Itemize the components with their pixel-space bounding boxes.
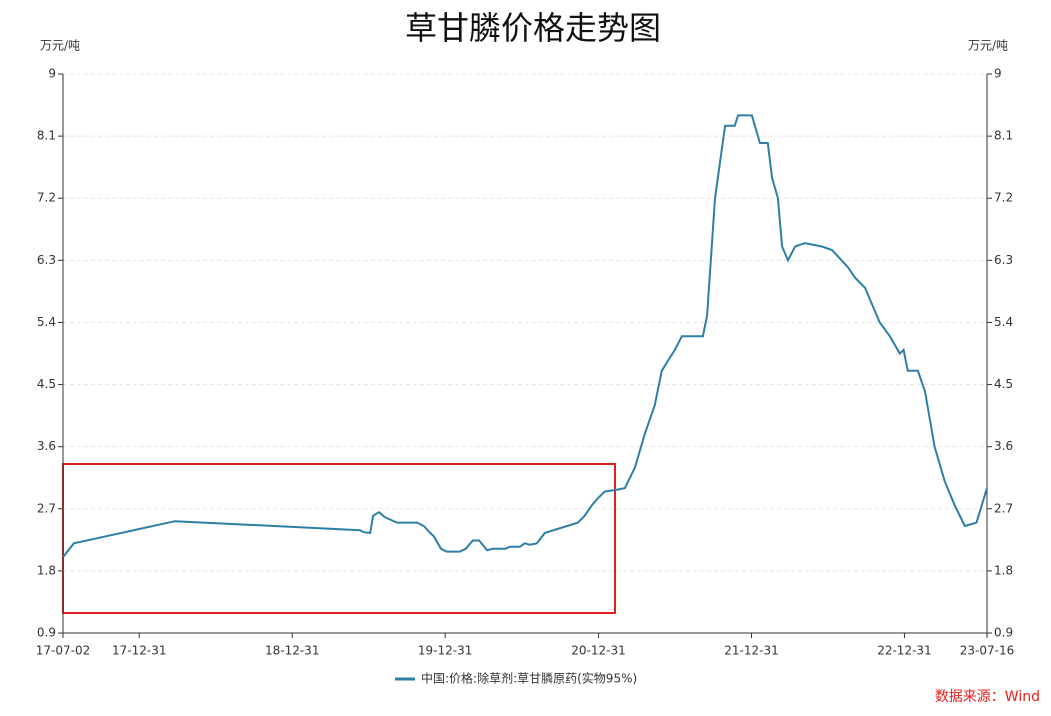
y2-axis-label: 万元/吨 bbox=[968, 39, 1008, 53]
y2-tick-label: 6.3 bbox=[994, 253, 1013, 267]
y-axis-label: 万元/吨 bbox=[40, 39, 80, 53]
y-tick-label: 9 bbox=[48, 67, 56, 81]
y-tick-label: 4.5 bbox=[37, 377, 56, 391]
y-tick-label: 6.3 bbox=[37, 253, 56, 267]
data-line bbox=[62, 114, 988, 558]
y2-tick-label: 0.9 bbox=[994, 626, 1013, 640]
y2-tick-label: 3.6 bbox=[994, 439, 1013, 453]
y2-tick-label: 4.5 bbox=[994, 377, 1013, 391]
x-tick-label: 18-12-31 bbox=[265, 644, 319, 658]
legend-label: 中国:价格:除草剂:草甘膦原药(实物95%) bbox=[421, 671, 637, 686]
x-tick-label: 17-12-31 bbox=[112, 644, 166, 658]
y2-tick-label: 7.2 bbox=[994, 191, 1013, 205]
y2-tick-label: 8.1 bbox=[994, 129, 1013, 143]
y-tick-label: 0.9 bbox=[37, 626, 56, 640]
y-tick-label: 5.4 bbox=[37, 315, 56, 329]
x-tick-label: 21-12-31 bbox=[724, 644, 778, 658]
x-tick-label: 17-07-02 bbox=[36, 644, 90, 658]
y2-tick-label: 5.4 bbox=[994, 315, 1013, 329]
y-tick-label: 8.1 bbox=[37, 129, 56, 143]
y2-tick-label: 9 bbox=[994, 67, 1002, 81]
y-tick-label: 2.7 bbox=[37, 501, 56, 515]
y-tick-label: 3.6 bbox=[37, 439, 56, 453]
x-tick-label: 20-12-31 bbox=[571, 644, 625, 658]
highlight-box bbox=[62, 463, 616, 614]
y-tick-label: 1.8 bbox=[37, 563, 56, 577]
x-tick-label: 22-12-31 bbox=[877, 644, 931, 658]
source-note: 数据来源：Wind bbox=[935, 689, 1040, 705]
x-tick-label: 23-07-16 bbox=[960, 644, 1014, 658]
y-tick-label: 7.2 bbox=[37, 191, 56, 205]
y2-tick-label: 1.8 bbox=[994, 563, 1013, 577]
y2-tick-label: 2.7 bbox=[994, 501, 1013, 515]
chart-title: 草甘膦价格走势图 bbox=[405, 9, 661, 47]
x-tick-label: 19-12-31 bbox=[418, 644, 472, 658]
